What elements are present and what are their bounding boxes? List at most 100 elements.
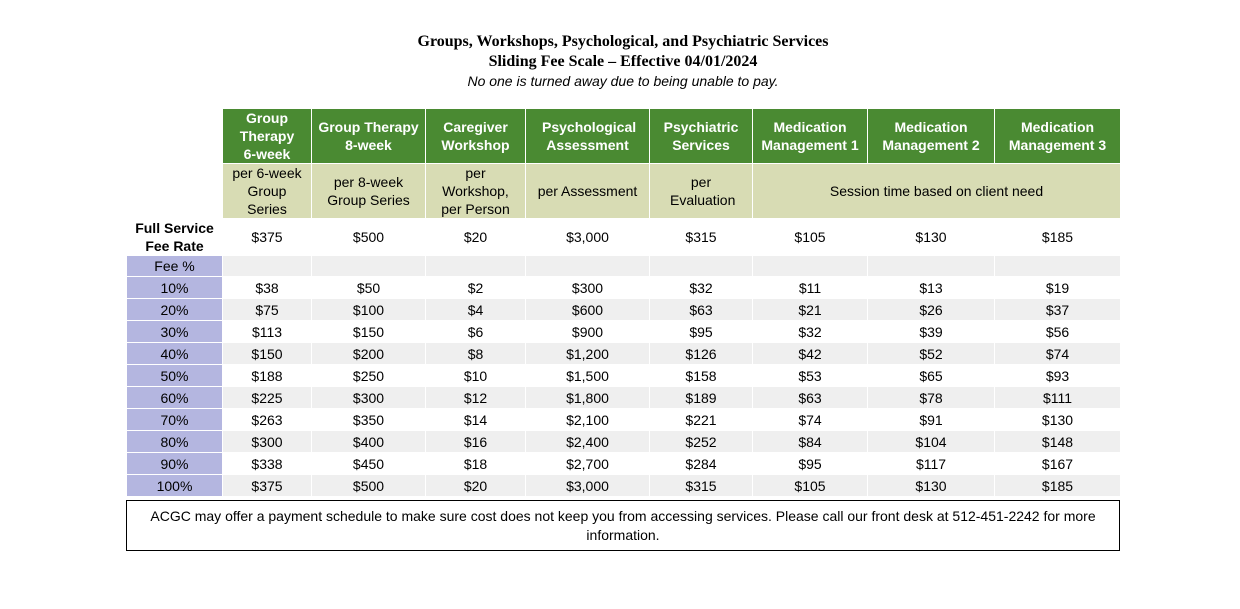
fee-percent-cell: 80% <box>126 430 223 453</box>
fee-cell: $338 <box>222 452 312 475</box>
fee-cell: $93 <box>994 364 1121 387</box>
fee-cell: $18 <box>425 452 526 475</box>
table-row: 20% $75 $100 $4 $600 $63 $21 $26 $37 <box>126 298 1121 321</box>
fee-cell: $95 <box>649 320 753 343</box>
fee-percent-cell: 100% <box>126 474 223 497</box>
fee-cell: $225 <box>222 386 312 409</box>
column-header: Medication Management 1 <box>752 108 868 164</box>
fee-cell: $130 <box>994 408 1121 431</box>
fee-cell: $350 <box>311 408 426 431</box>
fee-cell: $11 <box>752 276 868 299</box>
fee-cell: $167 <box>994 452 1121 475</box>
page-title: Groups, Workshops, Psychological, and Ps… <box>417 33 829 50</box>
fee-cell: $2 <box>425 276 526 299</box>
fee-cell: $65 <box>867 364 995 387</box>
unit-cell: per 6-week Group Series <box>222 163 312 219</box>
fee-cell: $26 <box>867 298 995 321</box>
fee-cell: $4 <box>425 298 526 321</box>
full-rate-cell: $3,000 <box>525 218 650 256</box>
fee-cell: $1,500 <box>525 364 650 387</box>
fee-cell: $148 <box>994 430 1121 453</box>
full-rate-label: Full Service Fee Rate <box>126 218 223 256</box>
payment-schedule-text: ACGC may offer a payment schedule to mak… <box>150 507 1096 543</box>
fee-cell: $185 <box>994 474 1121 497</box>
fee-cell: $2,700 <box>525 452 650 475</box>
fee-cell: $6 <box>425 320 526 343</box>
page-tagline: No one is turned away due to being unabl… <box>467 73 779 89</box>
fee-cell: $13 <box>867 276 995 299</box>
fee-cell: $39 <box>867 320 995 343</box>
fee-cell: $105 <box>752 474 868 497</box>
fee-cell: $21 <box>752 298 868 321</box>
table-row: 10% $38 $50 $2 $300 $32 $11 $13 $19 <box>126 276 1121 299</box>
fee-cell: $32 <box>649 276 753 299</box>
table-row: 40% $150 $200 $8 $1,200 $126 $42 $52 $74 <box>126 342 1121 365</box>
fee-percent-cell: 10% <box>126 276 223 299</box>
fee-cell: $42 <box>752 342 868 365</box>
fee-cell: $2,400 <box>525 430 650 453</box>
fee-cell: $75 <box>222 298 312 321</box>
fee-cell: $300 <box>311 386 426 409</box>
unit-cell: per 8-week Group Series <box>311 163 426 219</box>
fee-cell: $95 <box>752 452 868 475</box>
fee-percent-cell: 20% <box>126 298 223 321</box>
fee-cell: $56 <box>994 320 1121 343</box>
fee-cell: $450 <box>311 452 426 475</box>
fee-percent-cell: 70% <box>126 408 223 431</box>
full-rate-cell: $375 <box>222 218 312 256</box>
column-header: Group Therapy 6-week <box>222 108 312 164</box>
fee-cell: $2,100 <box>525 408 650 431</box>
fee-cell: $53 <box>752 364 868 387</box>
unit-cell: per Workshop, per Person <box>425 163 526 219</box>
fee-cell: $10 <box>425 364 526 387</box>
fee-cell: $188 <box>222 364 312 387</box>
column-header: Medication Management 2 <box>867 108 995 164</box>
sliding-fee-table: Group Therapy 6-week Group Therapy 8-wee… <box>126 108 1121 497</box>
table-row: 80% $300 $400 $16 $2,400 $252 $84 $104 $148 <box>126 430 1121 453</box>
fee-cell: $63 <box>752 386 868 409</box>
fee-cell: $14 <box>425 408 526 431</box>
fee-percent-cell: 90% <box>126 452 223 475</box>
fee-cell: $315 <box>649 474 753 497</box>
full-rate-cell: $315 <box>649 218 753 256</box>
full-rate-cell: $105 <box>752 218 868 256</box>
fee-cell: $200 <box>311 342 426 365</box>
unit-cell: per Evaluation <box>649 163 753 219</box>
full-rate-cell: $185 <box>994 218 1121 256</box>
fee-cell: $16 <box>425 430 526 453</box>
fee-cell: $52 <box>867 342 995 365</box>
medication-unit-cell: Session time based on client need <box>752 163 1121 219</box>
column-header: Group Therapy 8-week <box>311 108 426 164</box>
document-header: Groups, Workshops, Psychological, and Ps… <box>0 32 1240 91</box>
fee-cell: $150 <box>222 342 312 365</box>
fee-cell: $189 <box>649 386 753 409</box>
fee-percent-cell: 30% <box>126 320 223 343</box>
fee-cell: $111 <box>994 386 1121 409</box>
fee-cell: $104 <box>867 430 995 453</box>
fee-cell: $221 <box>649 408 753 431</box>
full-rate-cell: $20 <box>425 218 526 256</box>
fee-cell: $100 <box>311 298 426 321</box>
column-header: Psychiatric Services <box>649 108 753 164</box>
fee-cell: $252 <box>649 430 753 453</box>
fee-cell: $78 <box>867 386 995 409</box>
fee-cell: $130 <box>867 474 995 497</box>
fee-cell: $284 <box>649 452 753 475</box>
service-header-row: Group Therapy 6-week Group Therapy 8-wee… <box>126 108 1121 164</box>
fee-cell: $900 <box>525 320 650 343</box>
full-rate-cell: $130 <box>867 218 995 256</box>
fee-percent-cell: 60% <box>126 386 223 409</box>
page-subtitle: Sliding Fee Scale – Effective 04/01/2024 <box>488 53 758 70</box>
table-row: 50% $188 $250 $10 $1,500 $158 $53 $65 $93 <box>126 364 1121 387</box>
fee-cell: $3,000 <box>525 474 650 497</box>
fee-percent-header: Fee % <box>126 255 223 277</box>
fee-cell: $84 <box>752 430 868 453</box>
fee-percent-cell: 40% <box>126 342 223 365</box>
fee-cell: $32 <box>752 320 868 343</box>
fee-cell: $91 <box>867 408 995 431</box>
table-row: 30% $113 $150 $6 $900 $95 $32 $39 $56 <box>126 320 1121 343</box>
fee-cell: $12 <box>425 386 526 409</box>
fee-cell: $50 <box>311 276 426 299</box>
fee-cell: $74 <box>994 342 1121 365</box>
fee-cell: $600 <box>525 298 650 321</box>
